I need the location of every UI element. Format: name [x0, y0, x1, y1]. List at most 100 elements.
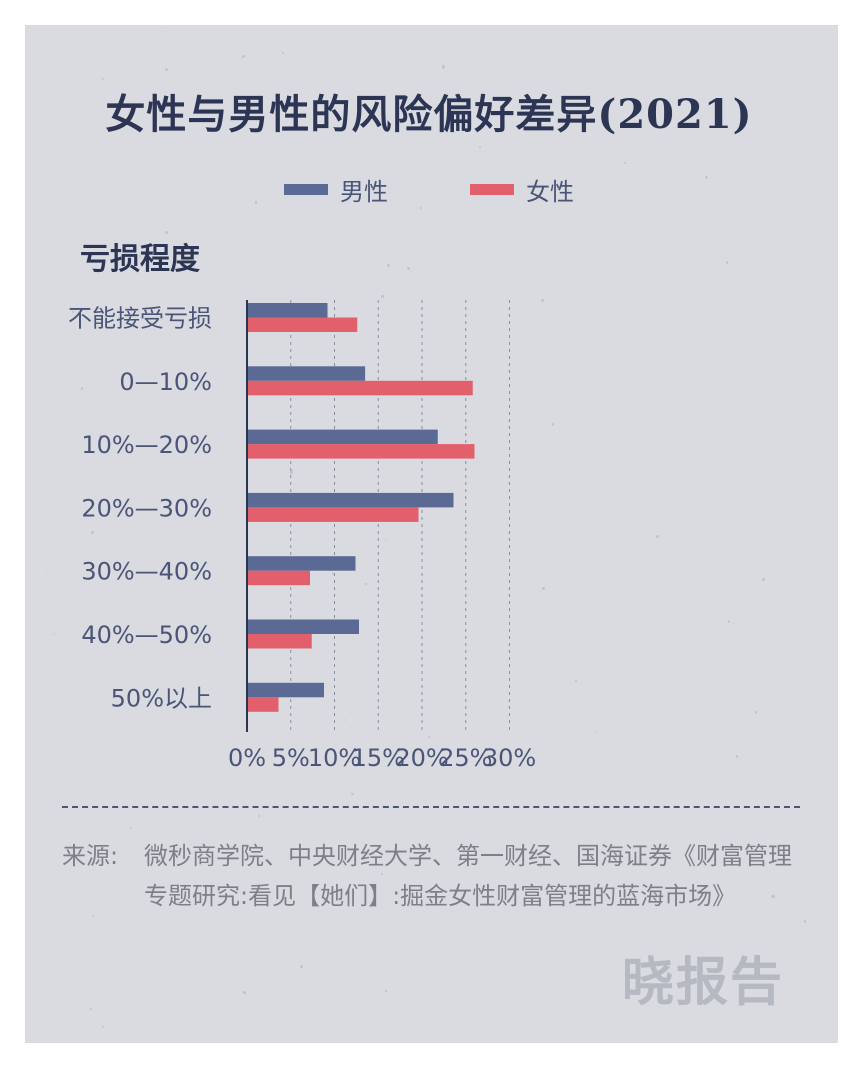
- texture-speck: [725, 260, 729, 264]
- texture-speck: [781, 1004, 783, 1006]
- texture-speck: [102, 77, 105, 80]
- texture-speck: [541, 299, 545, 303]
- legend-swatch-female: [470, 183, 514, 195]
- bar-male: [247, 492, 454, 508]
- texture-speck: [289, 470, 294, 474]
- texture-speck: [643, 892, 645, 895]
- source-label: 来源:: [62, 842, 119, 870]
- source-note: 来源: 微秒商学院、中央财经大学、第一财经、国海证券《财富管理专题研究:看见【她…: [62, 836, 807, 916]
- texture-speck: [90, 1007, 93, 1010]
- texture-speck: [428, 736, 431, 739]
- chart-title: 女性与男性的风险偏好差异(2021): [105, 91, 753, 138]
- texture-speck: [551, 423, 555, 426]
- texture-speck: [733, 622, 735, 624]
- texture-speck: [53, 633, 56, 636]
- texture-speck: [71, 310, 74, 314]
- category-label: 30%—40%: [81, 558, 212, 586]
- texture-speck: [755, 711, 758, 714]
- texture-speck: [257, 815, 260, 818]
- texture-speck: [567, 188, 570, 191]
- category-label: 20%—30%: [81, 494, 212, 522]
- watermark-logo: 晓报告: [622, 953, 785, 1013]
- bar-male: [247, 682, 324, 698]
- texture-speck: [91, 915, 94, 918]
- texture-speck: [91, 531, 94, 534]
- texture-speck: [761, 577, 765, 581]
- x-tick-label: 10%: [308, 744, 361, 772]
- x-tick-label: 5%: [272, 744, 310, 772]
- texture-speck: [384, 538, 387, 541]
- chart-card: [25, 25, 838, 1043]
- bar-female: [247, 444, 475, 459]
- legend-label-female: 女性: [526, 177, 574, 206]
- texture-speck: [735, 755, 739, 758]
- bar-female: [247, 697, 279, 712]
- texture-speck: [177, 690, 180, 693]
- texture-speck: [655, 534, 659, 538]
- texture-speck: [81, 387, 84, 390]
- bar-female: [247, 507, 419, 522]
- bar-female: [247, 317, 358, 332]
- texture-speck: [254, 201, 258, 204]
- texture-speck: [803, 920, 806, 923]
- texture-speck: [635, 483, 637, 485]
- texture-speck: [704, 176, 708, 180]
- texture-speck: [538, 863, 542, 868]
- texture-speck: [385, 990, 387, 992]
- texture-speck: [101, 1025, 104, 1028]
- texture-speck: [161, 30, 163, 33]
- texture-speck: [317, 618, 319, 620]
- texture-speck: [344, 719, 347, 721]
- category-label: 50%以上: [111, 684, 212, 712]
- bar-male: [247, 303, 328, 318]
- texture-speck: [542, 587, 546, 591]
- texture-speck: [386, 263, 390, 268]
- source-text: 微秒商学院、中央财经大学、第一财经、国海证券《财富管理专题研究:看见【她们】:掘…: [144, 842, 792, 910]
- category-label: 不能接受亏损: [68, 305, 212, 333]
- texture-speck: [771, 894, 775, 899]
- texture-speck: [130, 827, 133, 830]
- texture-speck: [406, 267, 410, 271]
- texture-speck: [557, 184, 561, 189]
- category-label: 40%—50%: [81, 621, 212, 649]
- texture-speck: [46, 569, 48, 571]
- legend-item-female: 女性: [470, 172, 574, 206]
- bar-female: [247, 634, 312, 649]
- bar-female: [247, 570, 310, 586]
- texture-speck: [478, 146, 481, 149]
- texture-speck: [351, 792, 354, 796]
- bar-male: [247, 366, 366, 381]
- texture-speck: [164, 67, 168, 71]
- x-tick-label: 15%: [352, 744, 405, 772]
- x-tick-label: 0%: [228, 744, 266, 772]
- texture-speck: [574, 680, 577, 683]
- texture-speck: [770, 269, 773, 272]
- bar-male: [247, 619, 359, 634]
- bar-male: [247, 556, 356, 571]
- bar-chart: 0% 5%10%15%20%25%30% 不能接受亏损 0—10% 10%—20% 20%…: [68, 300, 536, 772]
- legend-label-male: 男性: [340, 177, 388, 206]
- texture-speck: [84, 217, 86, 219]
- texture-speck: [281, 51, 285, 54]
- x-tick-label: 30%: [483, 744, 536, 772]
- texture-speck: [624, 162, 626, 165]
- texture-speck: [595, 731, 598, 733]
- x-tick-label: 20%: [395, 744, 448, 772]
- divider-line: [62, 806, 800, 808]
- x-tick-label: 25%: [439, 744, 492, 772]
- texture-speck: [365, 583, 367, 585]
- category-label: 10%—20%: [81, 431, 212, 459]
- texture-speck: [241, 54, 245, 58]
- texture-speck: [99, 435, 102, 438]
- bar-male: [247, 429, 438, 445]
- texture-speck: [331, 572, 334, 575]
- legend-swatch-male: [284, 183, 328, 195]
- texture-speck: [441, 65, 445, 69]
- texture-speck: [164, 231, 168, 234]
- texture-speck: [727, 620, 730, 623]
- texture-speck: [300, 964, 304, 968]
- bar-female: [247, 380, 473, 396]
- texture-speck: [138, 254, 142, 258]
- category-axis-title: 亏损程度: [80, 242, 200, 277]
- texture-speck: [266, 824, 269, 827]
